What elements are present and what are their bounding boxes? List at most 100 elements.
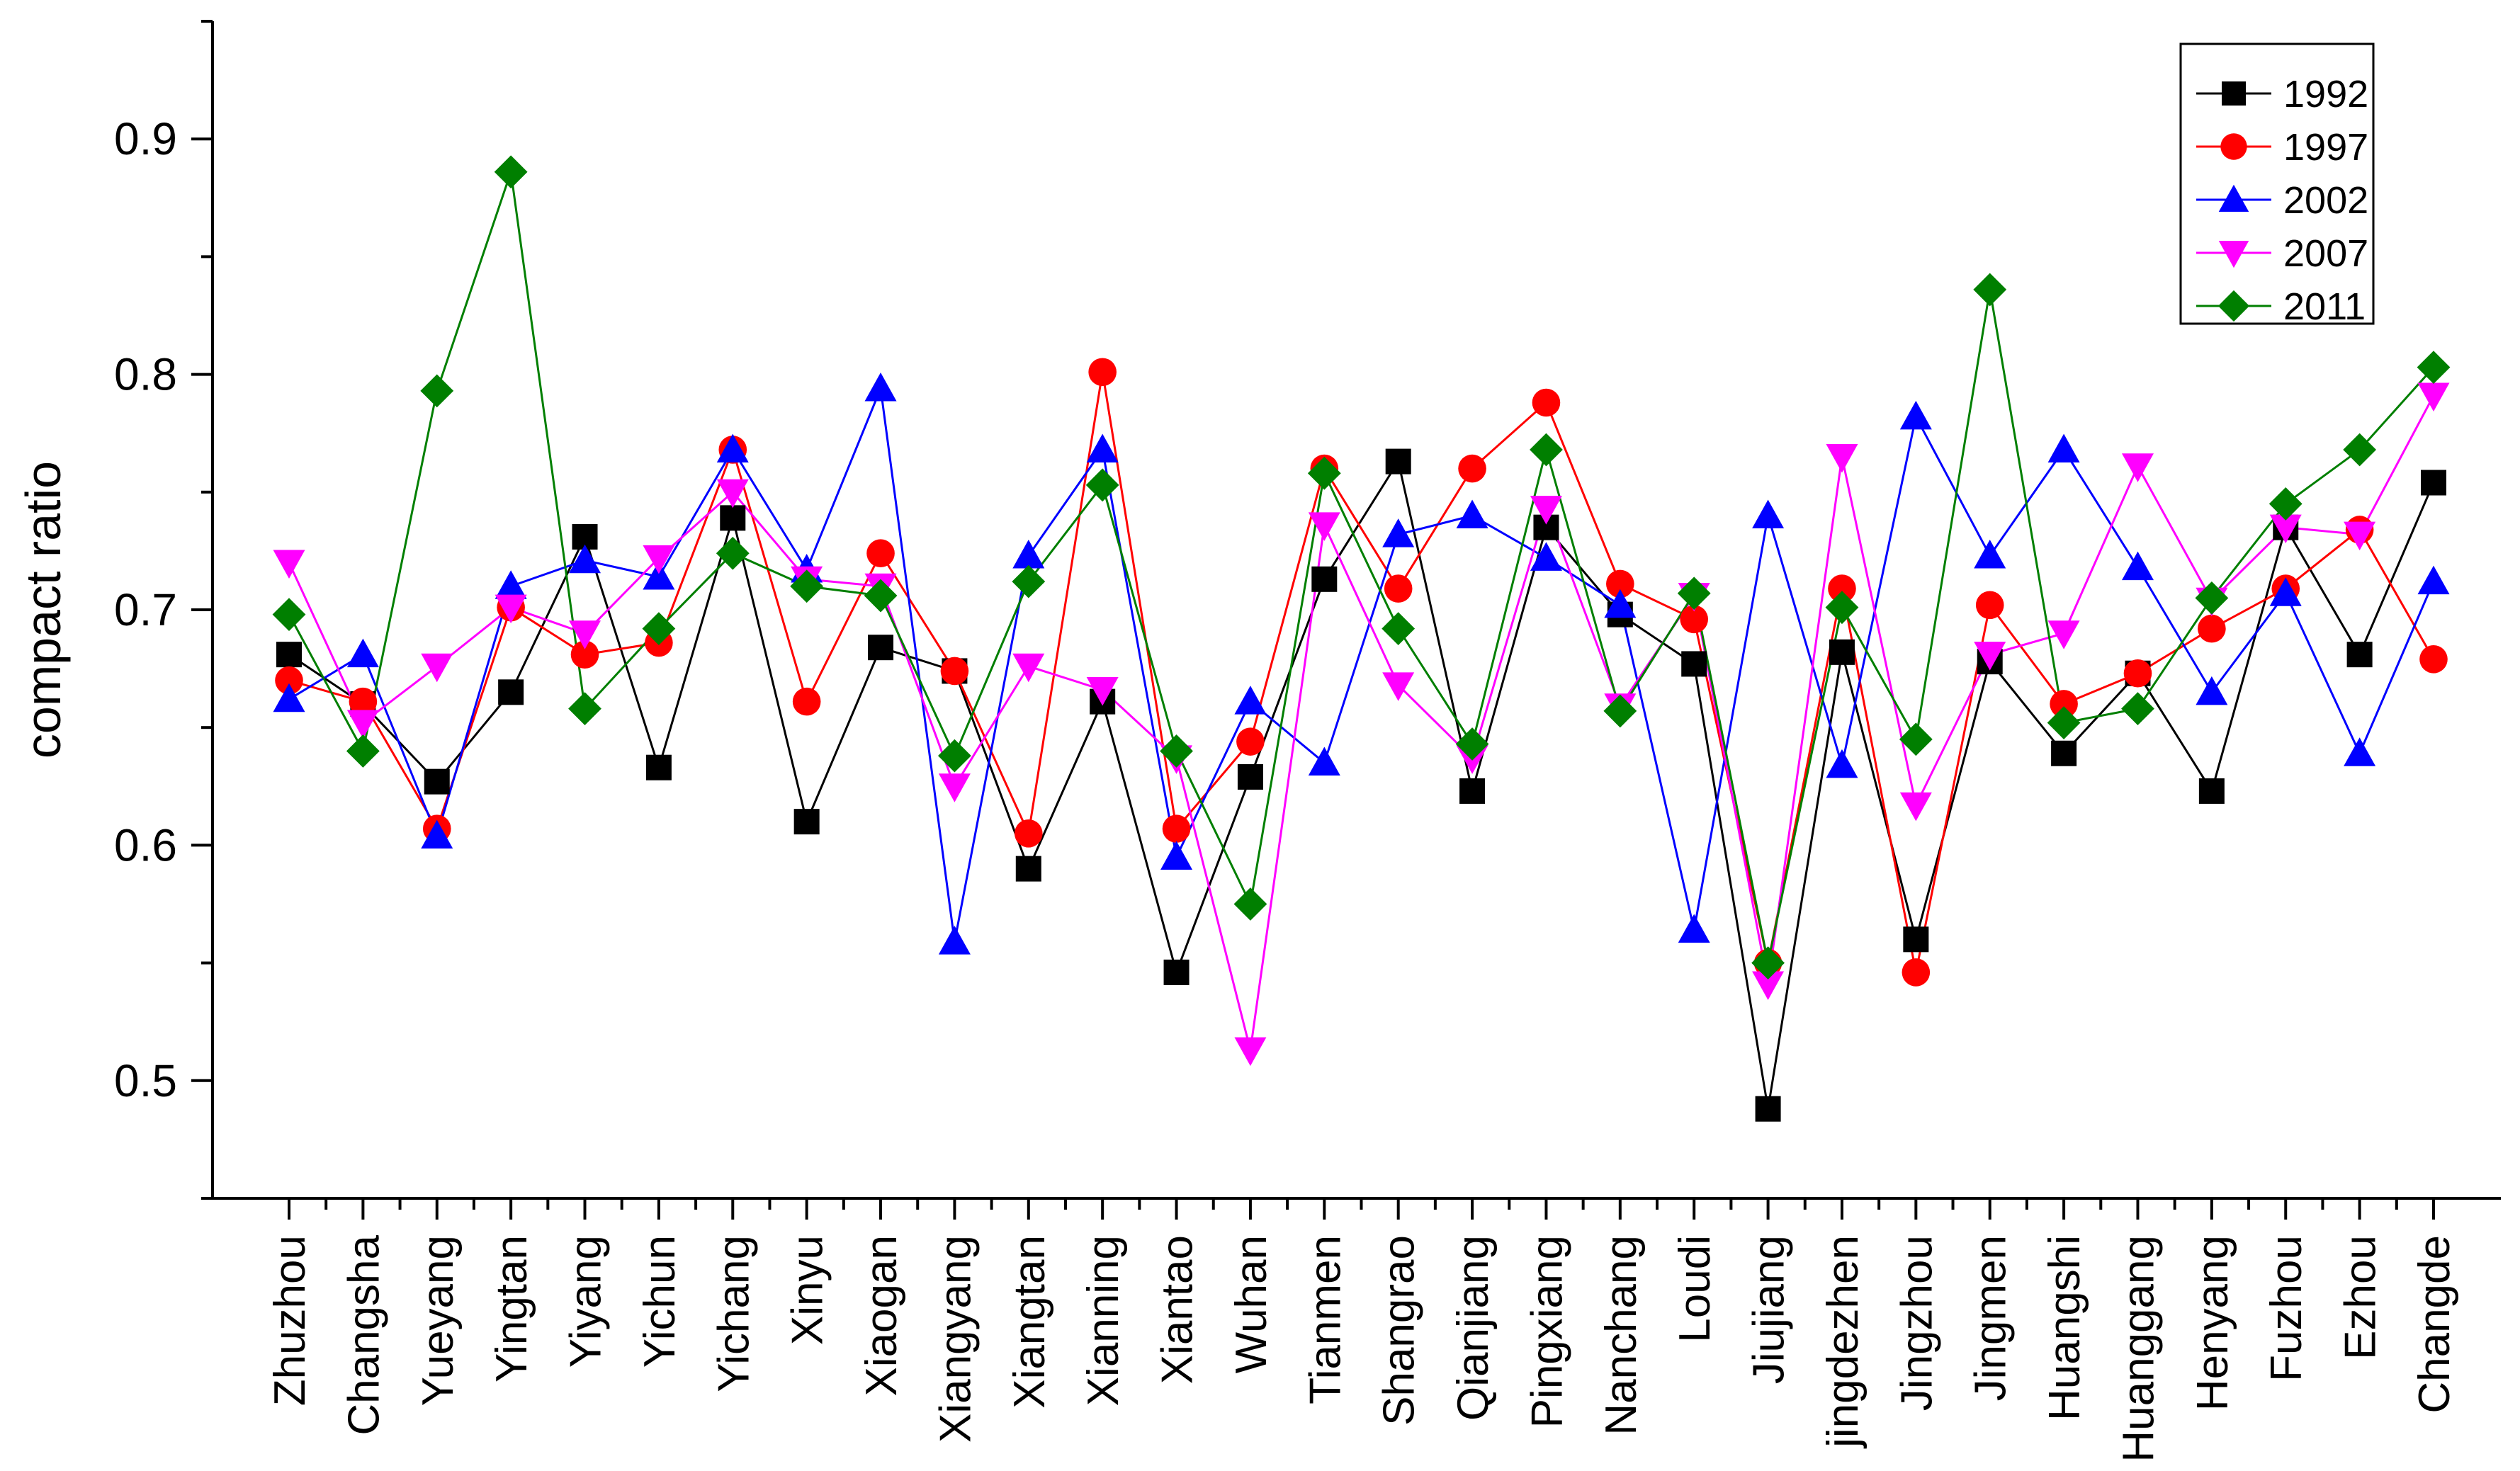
data-point-2007 <box>1086 677 1119 706</box>
series-markers-2002 <box>273 373 2450 955</box>
data-point-1997 <box>1975 591 2004 620</box>
data-point-1997 <box>275 666 303 695</box>
data-point-1997 <box>1088 358 1117 387</box>
data-point-1997 <box>1532 388 1561 417</box>
y-tick-label: 0.8 <box>114 349 177 400</box>
data-point-2011 <box>642 612 676 645</box>
axes: 0.5 0.6 0.7 0.8 0.9 compact ratio Zhuzhou Chang… <box>16 20 2501 1463</box>
legend-box <box>2179 42 2375 325</box>
data-point-2002 <box>1530 542 1562 571</box>
data-point-2011 <box>1160 734 1193 768</box>
x-tick-label: Xianning <box>1079 1235 1128 1406</box>
data-point-1997 <box>1458 454 1486 483</box>
series-markers-1997 <box>275 358 2448 987</box>
data-point-2011 <box>420 374 454 408</box>
x-tick-label: Jiujiang <box>1745 1235 1794 1384</box>
data-point-1992 <box>276 642 302 668</box>
x-tick-label: Changsha <box>339 1234 388 1435</box>
data-point-2007 <box>1530 496 1562 525</box>
data-point-1997 <box>1162 814 1191 843</box>
data-point-2007 <box>2121 453 2154 482</box>
y-tick-label: 0.9 <box>114 113 177 164</box>
data-point-1992 <box>868 635 894 661</box>
y-tick-label: 0.6 <box>114 819 177 870</box>
data-point-2007 <box>1752 971 1785 1001</box>
data-point-2007 <box>1308 512 1340 541</box>
legend-label-2002: 2002 <box>2283 179 2368 222</box>
data-point-2002 <box>1382 518 1415 547</box>
x-tick-label: Zhuzhou <box>266 1235 315 1406</box>
data-point-2011 <box>1825 591 1859 625</box>
data-point-2007 <box>1826 443 1858 473</box>
data-point-2002 <box>346 638 379 668</box>
y-tick-label: 0.5 <box>114 1055 177 1106</box>
legend-label-2007: 2007 <box>2283 232 2368 275</box>
data-point-1997 <box>1680 605 1709 634</box>
data-point-2011 <box>568 692 601 726</box>
x-tick-label: Jingmen <box>1967 1235 2016 1401</box>
y-axis-title: compact ratio <box>16 461 71 759</box>
data-point-1997 <box>792 687 821 716</box>
data-point-1992 <box>2051 740 2077 766</box>
series-line-2011 <box>288 171 2435 963</box>
data-point-1992 <box>424 768 450 795</box>
data-point-2011 <box>272 598 306 632</box>
x-tick-label: Loudi <box>1671 1235 1719 1343</box>
data-point-2002 <box>1678 914 1710 943</box>
legend-label-1992: 1992 <box>2283 73 2368 115</box>
data-point-2002 <box>2047 433 2080 462</box>
data-point-2007 <box>273 550 305 579</box>
x-tick-label: Yingtan <box>487 1235 536 1382</box>
data-point-2011 <box>1530 433 1563 467</box>
data-point-2002 <box>1604 589 1637 618</box>
data-point-2011 <box>1085 468 1119 502</box>
y-tick-label: 0.7 <box>114 584 177 635</box>
data-point-1992 <box>1903 926 1929 953</box>
data-point-2007 <box>2047 620 2080 649</box>
legend-marker-2002 <box>2218 184 2249 212</box>
x-tick-label: Nanchang <box>1597 1235 1646 1436</box>
x-tick-label: Changde <box>2410 1235 2459 1414</box>
data-point-2007 <box>716 479 749 509</box>
series-line-2002 <box>288 384 2435 942</box>
legend-marker-1992 <box>2222 81 2246 106</box>
x-tick-label: Yueyang <box>414 1235 463 1406</box>
data-point-1992 <box>498 679 524 705</box>
data-point-2011 <box>2343 433 2377 467</box>
legend: 1992 1997 2002 2007 2011 <box>2179 42 2375 328</box>
data-point-2002 <box>643 560 675 590</box>
data-point-1997 <box>349 687 378 716</box>
data-point-2002 <box>1456 499 1488 529</box>
series-line-1992 <box>288 458 2435 1109</box>
data-point-2011 <box>1455 727 1489 761</box>
data-point-2007 <box>421 653 453 683</box>
data-point-1997 <box>1384 574 1413 603</box>
series-markers-2007 <box>273 382 2450 1067</box>
legend-marker-2011 <box>2217 290 2250 322</box>
data-point-2011 <box>1012 564 1046 598</box>
data-point-2011 <box>2417 351 2451 385</box>
data-point-1997 <box>1236 727 1265 756</box>
x-tick-label: Qianjiang <box>1449 1235 1498 1421</box>
data-point-1992 <box>1681 651 1707 677</box>
data-point-1992 <box>1755 1096 1781 1122</box>
x-tick-label: Wuhan <box>1227 1235 1276 1373</box>
legend-label-2011: 2011 <box>2283 285 2366 328</box>
x-tick-label: Xiaogan <box>857 1235 906 1397</box>
data-point-2011 <box>1382 612 1416 645</box>
data-point-2002 <box>716 433 749 462</box>
data-point-1997 <box>1014 819 1043 848</box>
data-point-1997 <box>2419 645 2448 674</box>
data-point-2002 <box>1826 749 1858 778</box>
data-point-1992 <box>1015 856 1041 882</box>
data-point-1997 <box>866 539 895 568</box>
data-point-2007 <box>2269 514 2302 544</box>
data-point-2002 <box>569 544 601 574</box>
x-tick-label: Shangrao <box>1375 1235 1424 1426</box>
data-point-1992 <box>1311 566 1338 592</box>
x-tick-label: Ezhou <box>2337 1235 2385 1360</box>
data-point-2007 <box>1382 672 1415 701</box>
data-point-1992 <box>1163 959 1190 985</box>
data-point-2002 <box>1752 499 1785 529</box>
